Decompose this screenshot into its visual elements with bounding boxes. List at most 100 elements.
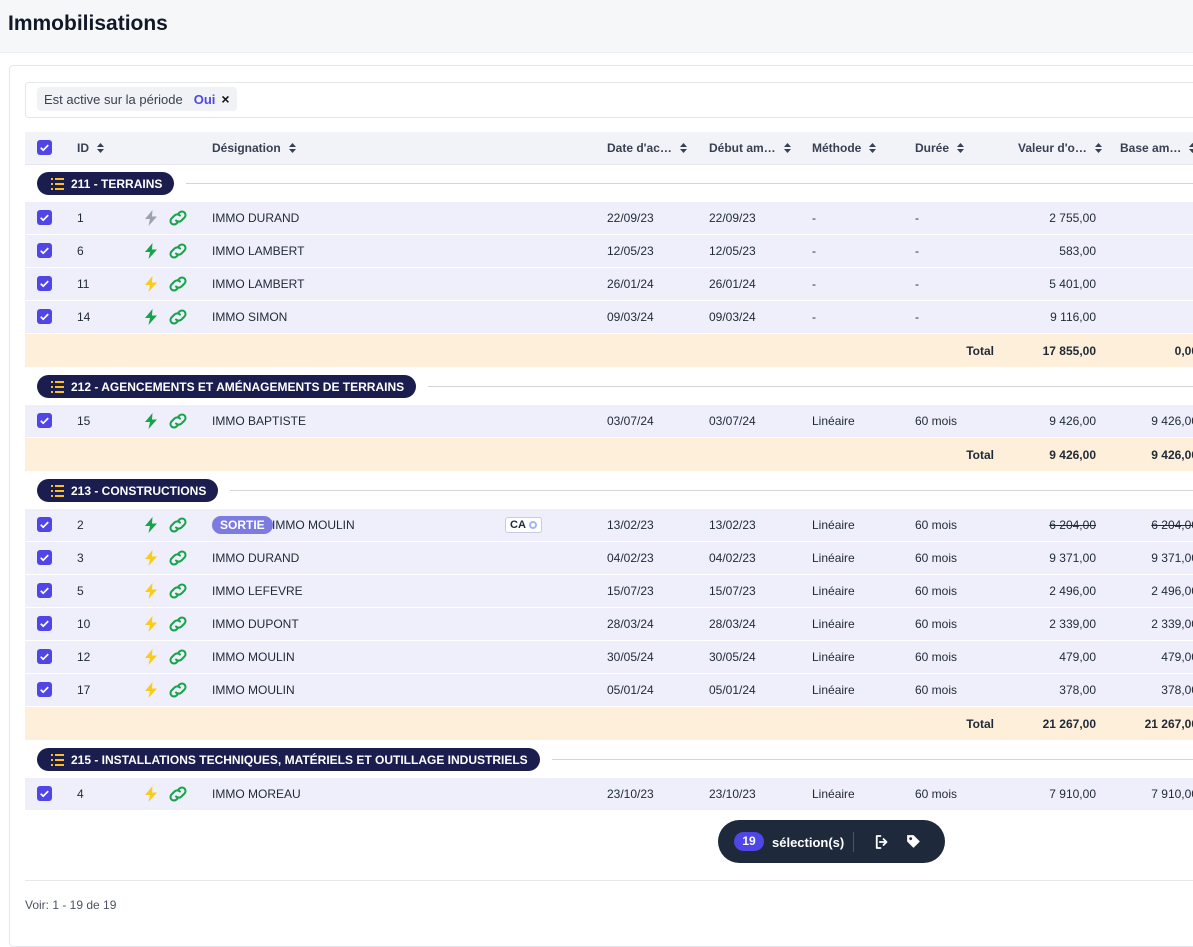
- cell-text: -: [915, 211, 919, 225]
- cell-text: IMMO SIMON: [212, 310, 287, 324]
- cell-text: 60 mois: [915, 584, 957, 598]
- column-header[interactable]: Base am…: [1120, 141, 1193, 155]
- cell-text: 03/07/24: [607, 414, 654, 428]
- sort-icon[interactable]: [957, 143, 964, 153]
- row-checkbox[interactable]: [37, 413, 52, 428]
- link-icon: [168, 649, 188, 668]
- sort-icon[interactable]: [784, 143, 791, 153]
- tag-button[interactable]: [905, 833, 922, 850]
- status-icon: [144, 210, 158, 229]
- cell-text: 14: [77, 310, 90, 324]
- cell-text: 583,00: [976, 244, 1096, 258]
- cell-text: 26/01/24: [709, 277, 756, 291]
- cell-text: 11: [77, 277, 89, 291]
- cell-text: 15/07/23: [607, 584, 654, 598]
- select-all-checkbox[interactable]: [37, 140, 52, 155]
- cell-text: -: [812, 277, 816, 291]
- cell-text: 21 267,00: [1078, 717, 1193, 731]
- cell-text: 2 339,00: [1078, 617, 1193, 631]
- cell-text: Linéaire: [812, 787, 855, 801]
- link-icon: [168, 413, 188, 432]
- cell-text: 60 mois: [915, 518, 957, 532]
- group-pill[interactable]: 215 - INSTALLATIONS TECHNIQUES, MATÉRIEL…: [37, 748, 540, 771]
- cell-text: 17: [77, 683, 90, 697]
- status-icon: [144, 517, 158, 536]
- row-checkbox[interactable]: [37, 210, 52, 225]
- group-pill[interactable]: 213 - CONSTRUCTIONS: [37, 479, 218, 502]
- row-checkbox[interactable]: [37, 243, 52, 258]
- cell-text: 479,00: [1078, 650, 1193, 664]
- group-pill[interactable]: 211 - TERRAINS: [37, 172, 174, 195]
- cell-text: IMMO BAPTISTE: [212, 414, 306, 428]
- column-header[interactable]: Début am…: [709, 141, 791, 155]
- row-checkbox[interactable]: [37, 517, 52, 532]
- sort-icon[interactable]: [680, 143, 687, 153]
- cell-text: Linéaire: [812, 650, 855, 664]
- filter-chip[interactable]: Est active sur la période Oui ×: [37, 87, 237, 111]
- export-button[interactable]: [873, 833, 891, 851]
- status-icon: [144, 243, 158, 262]
- sort-icon[interactable]: [289, 143, 296, 153]
- status-icon: [144, 413, 158, 432]
- cell-text: 12/05/23: [607, 244, 654, 258]
- link-icon: [168, 616, 188, 635]
- cell-text: 05/01/24: [607, 683, 654, 697]
- cell-text: -: [915, 310, 919, 324]
- cell-text: Linéaire: [812, 584, 855, 598]
- cell-text: 13/02/23: [607, 518, 654, 532]
- row-checkbox[interactable]: [37, 583, 52, 598]
- link-icon: [168, 682, 188, 701]
- cell-text: 03/07/24: [709, 414, 756, 428]
- column-header[interactable]: ID: [77, 141, 104, 155]
- row-checkbox[interactable]: [37, 550, 52, 565]
- cell-text: 28/03/24: [607, 617, 654, 631]
- column-header[interactable]: Date d'ac…: [607, 141, 687, 155]
- row-checkbox[interactable]: [37, 309, 52, 324]
- row-checkbox[interactable]: [37, 786, 52, 801]
- cell-text: 05/01/24: [709, 683, 756, 697]
- selection-count: 19: [734, 832, 764, 851]
- cell-text: 5 401,00: [976, 277, 1096, 291]
- row-checkbox[interactable]: [37, 649, 52, 664]
- sort-icon[interactable]: [869, 143, 876, 153]
- link-icon: [168, 210, 188, 229]
- cell-text: IMMO LEFEVRE: [212, 584, 303, 598]
- row-checkbox[interactable]: [37, 276, 52, 291]
- filter-remove[interactable]: ×: [221, 91, 229, 107]
- group-line: [230, 490, 1193, 491]
- cell-text: IMMO LAMBERT: [212, 277, 304, 291]
- cell-text: 6 204,00: [1078, 518, 1193, 532]
- row-checkbox[interactable]: [37, 616, 52, 631]
- cell-text: 1: [77, 211, 84, 225]
- cell-text: 9 426,00: [1078, 414, 1193, 428]
- column-header[interactable]: Méthode: [812, 141, 876, 155]
- divider: [853, 832, 854, 852]
- sort-icon[interactable]: [1095, 143, 1102, 153]
- group-line: [186, 183, 1193, 184]
- tag-label: CA: [510, 518, 526, 532]
- status-icon: [144, 309, 158, 328]
- cell-text: 60 mois: [915, 551, 957, 565]
- page-title: Immobilisations: [8, 12, 168, 36]
- sort-icon[interactable]: [1189, 143, 1193, 153]
- cell-text: -: [915, 277, 919, 291]
- column-header[interactable]: Valeur d'o…: [1018, 141, 1102, 155]
- cell-text: Linéaire: [812, 551, 855, 565]
- cell-text: 60 mois: [915, 787, 957, 801]
- cell-text: 15: [77, 414, 90, 428]
- cell-text: 10: [77, 617, 90, 631]
- page: Immobilisations Est active sur la périod…: [0, 0, 1193, 927]
- link-icon: [168, 243, 188, 262]
- column-header[interactable]: Durée: [915, 141, 964, 155]
- link-icon: [168, 517, 188, 536]
- cell-text: -: [812, 211, 816, 225]
- link-icon: [168, 309, 188, 328]
- row-checkbox[interactable]: [37, 682, 52, 697]
- group-pill[interactable]: 212 - AGENCEMENTS ET AMÉNAGEMENTS DE TER…: [37, 375, 416, 398]
- selection-label: sélection(s): [772, 835, 844, 850]
- column-header[interactable]: Désignation: [212, 141, 296, 155]
- cell-text: IMMO MOULIN: [272, 518, 355, 532]
- sort-icon[interactable]: [97, 143, 104, 153]
- status-icon: [144, 786, 158, 805]
- cell-text: -: [915, 244, 919, 258]
